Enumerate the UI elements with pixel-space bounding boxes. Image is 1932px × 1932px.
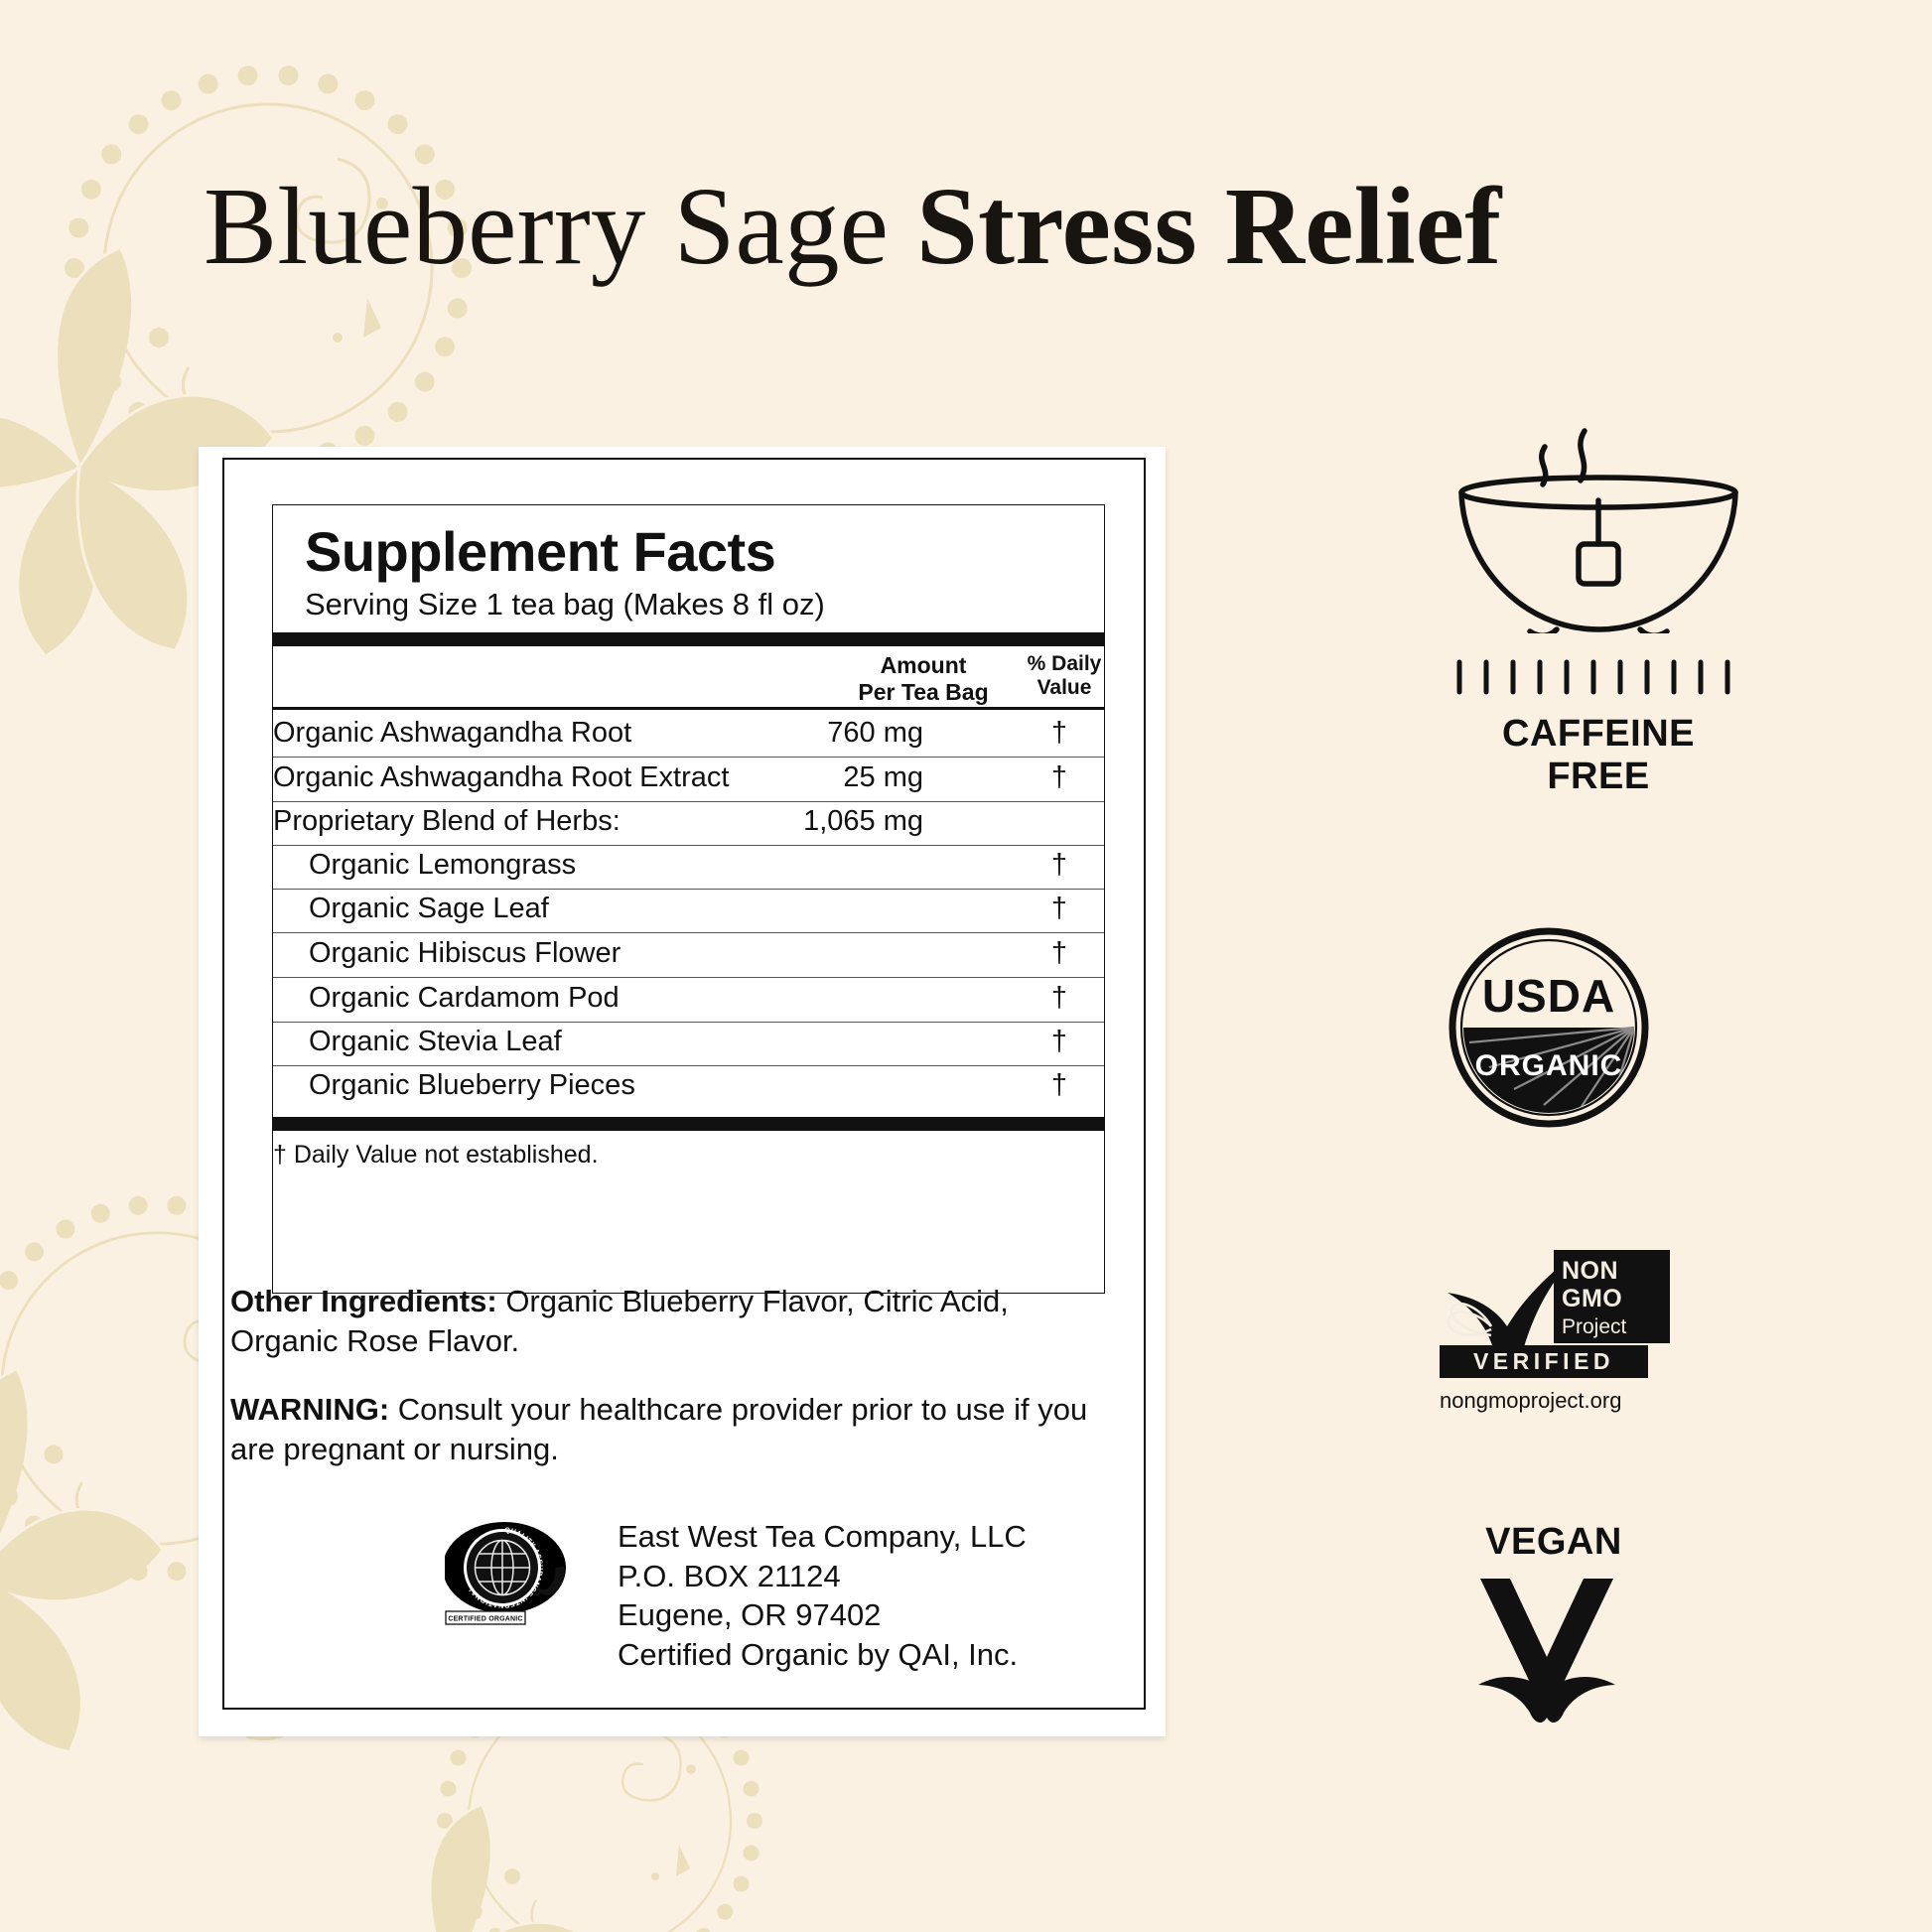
svg-text:NON: NON (1562, 1257, 1618, 1285)
svg-text:ORGANIC: ORGANIC (1475, 1049, 1623, 1082)
svg-text:nongmoproject.org: nongmoproject.org (1440, 1388, 1621, 1413)
svg-text:USDA: USDA (1482, 970, 1615, 1022)
svg-text:VERIFIED: VERIFIED (1473, 1348, 1614, 1374)
svg-text:CERTIFIED ORGANIC: CERTIFIED ORGANIC (448, 1616, 522, 1623)
svg-text:Project: Project (1562, 1315, 1627, 1338)
svg-text:GMO: GMO (1562, 1285, 1622, 1312)
